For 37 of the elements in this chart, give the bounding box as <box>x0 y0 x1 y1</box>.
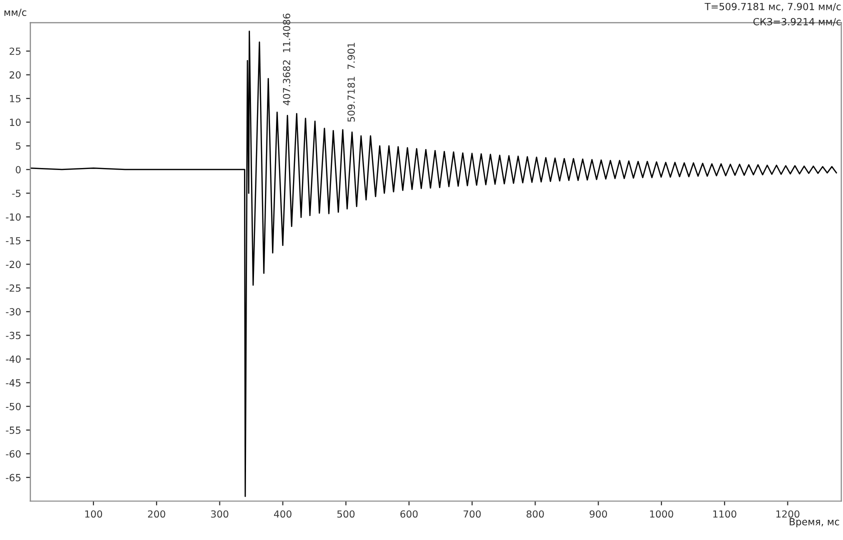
y-tick-label: -65 <box>6 474 20 482</box>
x-tick-label: 600 <box>400 510 418 518</box>
x-tick-label: 800 <box>526 510 544 518</box>
y-tick-label: -15 <box>6 237 20 244</box>
x-tick-label: 1000 <box>650 510 674 518</box>
y-tick-label: 20 <box>10 71 21 79</box>
x-tick-label: 300 <box>211 510 228 518</box>
y-tick-label: 10 <box>10 118 21 126</box>
x-axis-title: Время, мс <box>790 518 840 528</box>
x-tick-label: 700 <box>464 510 481 518</box>
y-tick-label: -25 <box>6 284 20 292</box>
y-tick-label: -35 <box>6 332 20 340</box>
y-tick-label: -30 <box>6 308 21 316</box>
x-tick-label: 100 <box>85 510 102 518</box>
y-axis-title: мм/с <box>4 8 26 17</box>
y-tick-label: -60 <box>6 450 21 458</box>
y-tick-label: 25 <box>10 48 20 55</box>
x-tick-label: 1100 <box>713 510 736 518</box>
annotation: СКЗ=3.9214 мм/с <box>753 18 841 26</box>
y-tick-label: 15 <box>10 95 20 102</box>
annotation: 509.7181 7.901 <box>348 42 355 122</box>
y-tick-label: 0 <box>16 166 21 174</box>
y-tick-label: -55 <box>6 426 20 434</box>
x-tick-label: 1200 <box>776 510 800 518</box>
text: T=509.7181 мс, 7.901 мм/с <box>704 2 841 12</box>
x-tick-label: 400 <box>274 510 292 518</box>
y-tick-label: -50 <box>6 402 21 410</box>
x-tick-label: 500 <box>337 510 355 518</box>
y-tick-label: -20 <box>6 260 21 268</box>
annotation: 407.3682 11.4086 <box>282 14 290 106</box>
y-tick-label: -45 <box>6 379 20 387</box>
x-tick-label: 200 <box>148 510 166 518</box>
y-tick-label: 5 <box>16 142 20 150</box>
y-tick-label: -40 <box>6 355 21 363</box>
y-tick-label: -10 <box>6 213 21 221</box>
y-tick-label: -5 <box>12 190 20 198</box>
x-tick-label: 900 <box>590 510 607 518</box>
